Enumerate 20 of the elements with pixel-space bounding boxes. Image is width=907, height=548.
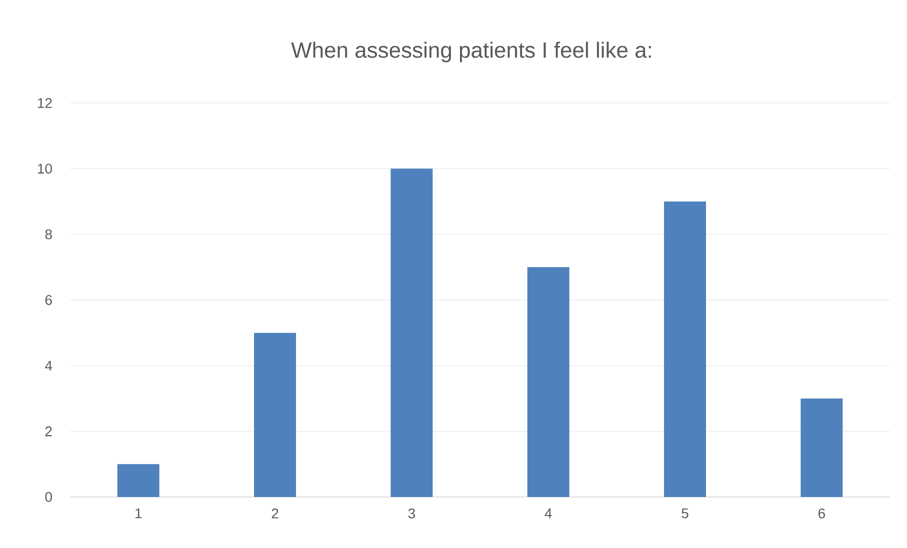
bar	[664, 201, 706, 497]
y-tick-label: 4	[45, 360, 52, 370]
x-tick-label: 4	[544, 508, 552, 518]
bar	[390, 168, 433, 497]
x-tick-label: 2	[272, 508, 278, 518]
chart-title: When assessing patients I feel like a:	[291, 42, 651, 62]
y-tick-label: 2	[45, 426, 52, 436]
y-tick-label: 8	[45, 229, 52, 240]
y-tick-label: 12	[38, 98, 52, 108]
x-tick-label: 1	[136, 508, 142, 518]
x-tick-label: 3	[408, 508, 415, 518]
x-tick-label: 5	[682, 508, 688, 518]
bar	[117, 464, 160, 497]
y-tick-label: 0	[45, 492, 52, 502]
y-tick-label: 6	[45, 295, 52, 305]
x-tick-label: 6	[818, 508, 825, 518]
bar	[254, 332, 296, 497]
bar	[800, 398, 843, 497]
y-tick-label: 10	[38, 164, 52, 174]
bar	[527, 267, 570, 497]
